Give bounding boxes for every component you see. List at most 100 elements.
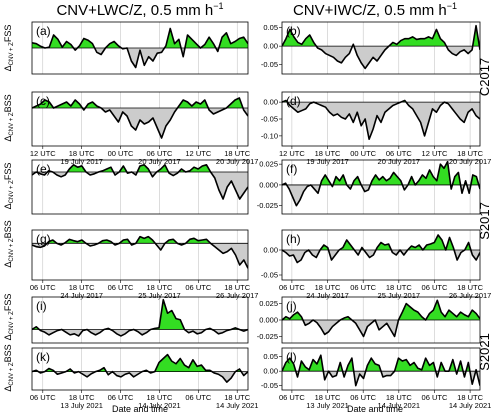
x-tick-date: 25 July 2017 bbox=[378, 291, 421, 300]
panel-label: (k) bbox=[36, 350, 50, 364]
series-line bbox=[32, 97, 248, 139]
x-tick-label: 12 UTC bbox=[422, 149, 448, 158]
x-tick-date: 14 July 2021 bbox=[378, 401, 421, 410]
x-tick-label: 06 UTC bbox=[108, 283, 134, 292]
ylabel-bss-s2017: ΔCNV + ZBSS bbox=[3, 220, 15, 267]
series-line bbox=[32, 164, 248, 200]
panel-b: (b) 0.05 0.00 -0.05 bbox=[261, 21, 481, 75]
x-tick-label: 06 UTC bbox=[350, 393, 376, 402]
x-tick-label: 06 UTC bbox=[185, 393, 211, 402]
panel-label: (e) bbox=[36, 162, 51, 176]
y-tick-label: -0.025 bbox=[257, 332, 278, 341]
panel-frame bbox=[31, 159, 249, 215]
x-tick-label: 12 UTC bbox=[185, 149, 211, 158]
negative-area bbox=[282, 184, 480, 206]
x-tick-date: 14 July 2021 bbox=[449, 401, 492, 410]
positive-area bbox=[282, 300, 480, 320]
positive-area bbox=[32, 354, 248, 372]
negative-area bbox=[282, 46, 480, 69]
y-tick-label: 0.00 bbox=[263, 42, 278, 51]
x-tick-label: 18 UTC bbox=[457, 149, 483, 158]
x-tick-label: 18 UTC bbox=[386, 283, 412, 292]
y-tick-label: -0.10 bbox=[261, 131, 278, 140]
x-tick-label: 12 UTC bbox=[30, 149, 56, 158]
x-tick-label: 18 UTC bbox=[315, 149, 341, 158]
x-tick-date: 13 July 2021 bbox=[60, 401, 103, 410]
x-tick-date: 25 July 2017 bbox=[138, 291, 181, 300]
series-line bbox=[282, 299, 480, 338]
y-tick-label: 0.000 bbox=[259, 316, 278, 325]
panel-frame bbox=[281, 229, 481, 281]
y-tick-label: 0.00 bbox=[263, 98, 278, 107]
panel-label: (f) bbox=[286, 162, 297, 176]
row-label-s2021: S2021 bbox=[477, 333, 492, 371]
y-tick-label: 0.00 bbox=[263, 246, 278, 255]
panel-i: (i) bbox=[31, 296, 249, 344]
panel-j: (j) 0.025 0.000 -0.025 bbox=[257, 296, 481, 344]
panel-label: (l) bbox=[286, 350, 297, 364]
negative-area bbox=[32, 172, 248, 199]
ylabel-bss-c2017: ΔCNV + ZBSS bbox=[3, 94, 15, 141]
ylabel-bss-s2021: ΔCNV + ZBSS bbox=[3, 344, 15, 391]
negative-area bbox=[32, 371, 248, 383]
positive-area bbox=[32, 164, 248, 172]
panel-label: (d) bbox=[286, 94, 301, 108]
positive-area bbox=[32, 28, 248, 48]
x-tick-date: 26 July 2017 bbox=[449, 291, 492, 300]
x-tick-date: 14 July 2021 bbox=[216, 401, 259, 410]
x-tick-label: 18 UTC bbox=[457, 283, 483, 292]
x-tick-date: 13 July 2021 bbox=[306, 401, 349, 410]
series-line bbox=[32, 298, 248, 337]
y-tick-label: -0.05 bbox=[261, 60, 278, 69]
x-tick-date: 26 July 2017 bbox=[216, 291, 259, 300]
panel-label: (i) bbox=[36, 299, 47, 313]
positive-area bbox=[32, 299, 248, 330]
panel-frame bbox=[31, 91, 249, 147]
y-tick-label: 0.025 bbox=[259, 160, 278, 169]
x-tick-label: 06 UTC bbox=[350, 283, 376, 292]
negative-area bbox=[32, 243, 248, 269]
ylabel-fss-c2017: ΔCNV + ZFSS bbox=[3, 25, 15, 72]
x-tick-label: 18 UTC bbox=[315, 393, 341, 402]
panel-label: (h) bbox=[286, 232, 301, 246]
series-line bbox=[282, 234, 480, 264]
x-tick-label: 06 UTC bbox=[422, 283, 448, 292]
x-tick-label: 06 UTC bbox=[279, 393, 305, 402]
x-tick-label: 18 UTC bbox=[457, 393, 483, 402]
x-tick-label: 18 UTC bbox=[224, 149, 250, 158]
y-tick-label: -0.05 bbox=[261, 381, 278, 390]
series-line bbox=[32, 27, 248, 69]
x-tick-label: 12 UTC bbox=[279, 149, 305, 158]
x-tick-label: 18 UTC bbox=[147, 283, 173, 292]
panel-frame bbox=[281, 347, 481, 391]
panel-f: (f) 0.025 0.000 -0.025 bbox=[257, 159, 481, 215]
y-tick-label: -0.025 bbox=[257, 201, 278, 210]
panel-label: (g) bbox=[36, 232, 51, 246]
y-tick-label: 0.05 bbox=[263, 352, 278, 361]
panel-frame bbox=[281, 159, 481, 215]
xlabel-right: Date and time bbox=[347, 404, 403, 414]
ylabel-fss-s2021: ΔCNV + ZFSS bbox=[3, 294, 15, 341]
x-tick-label: 06 UTC bbox=[422, 393, 448, 402]
x-tick-label: 18 UTC bbox=[147, 393, 173, 402]
row-label-c2017: C2017 bbox=[477, 58, 492, 96]
x-tick-label: 06 UTC bbox=[30, 283, 56, 292]
y-tick-label: 0.00 bbox=[263, 367, 278, 376]
panel-frame bbox=[281, 21, 481, 75]
series-line bbox=[32, 353, 248, 383]
series-line bbox=[282, 160, 480, 207]
y-tick-label: 0.05 bbox=[263, 23, 278, 32]
x-tick-label: 00 UTC bbox=[350, 149, 376, 158]
positive-area bbox=[282, 161, 480, 185]
panel-label: (j) bbox=[286, 299, 297, 313]
xlabel-left: Date and time bbox=[112, 404, 168, 414]
series-line bbox=[282, 24, 480, 70]
column-title-right: CNV+IWC/Z, 0.5 mm h−1 bbox=[293, 1, 457, 19]
x-tick-label: 06 UTC bbox=[386, 149, 412, 158]
